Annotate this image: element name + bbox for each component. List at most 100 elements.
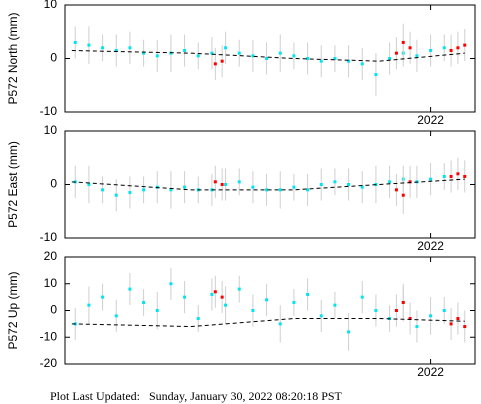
point bbox=[429, 314, 433, 318]
y-tick-label: -10 bbox=[40, 104, 58, 118]
point bbox=[456, 46, 460, 50]
footer: Plot Last Updated: Sunday, January 30, 2… bbox=[50, 389, 343, 403]
point bbox=[306, 292, 310, 296]
point bbox=[408, 180, 412, 184]
point bbox=[169, 188, 173, 192]
point bbox=[401, 40, 405, 44]
point bbox=[278, 322, 282, 326]
point bbox=[292, 54, 296, 58]
point bbox=[319, 183, 323, 186]
x-tick-label: 2022 bbox=[417, 365, 444, 379]
point bbox=[87, 303, 91, 307]
x-tick-label: 2022 bbox=[417, 113, 444, 127]
frame bbox=[64, 130, 476, 239]
point bbox=[183, 48, 187, 52]
plot-area bbox=[71, 267, 467, 351]
point bbox=[114, 193, 118, 197]
point bbox=[265, 298, 269, 302]
point bbox=[360, 185, 364, 189]
point bbox=[114, 48, 118, 52]
point bbox=[394, 188, 398, 192]
point bbox=[213, 62, 217, 66]
trend-line bbox=[71, 318, 465, 328]
point bbox=[374, 73, 378, 77]
point bbox=[210, 292, 214, 296]
point bbox=[429, 48, 433, 52]
frame bbox=[64, 256, 476, 365]
y-tick-label: 10 bbox=[44, 123, 58, 137]
point bbox=[142, 188, 146, 192]
point bbox=[220, 183, 224, 186]
y-tick-label: -10 bbox=[40, 230, 58, 244]
point bbox=[449, 48, 453, 52]
y-tick-label: 10 bbox=[44, 0, 58, 11]
y-tick-label: 0 bbox=[50, 51, 57, 65]
point bbox=[128, 191, 132, 195]
point bbox=[101, 295, 105, 299]
y-axis-label: P572 Up (mm) bbox=[6, 271, 20, 349]
y-tick-label: -10 bbox=[40, 329, 58, 343]
point bbox=[360, 295, 364, 299]
point bbox=[333, 180, 337, 184]
point bbox=[169, 282, 173, 286]
y-tick-label: 10 bbox=[44, 276, 58, 290]
point bbox=[292, 185, 296, 189]
point bbox=[128, 287, 132, 291]
y-tick-label: 0 bbox=[50, 303, 57, 317]
point bbox=[87, 183, 91, 186]
point bbox=[183, 295, 187, 299]
point bbox=[449, 322, 453, 326]
point bbox=[449, 174, 453, 178]
point bbox=[463, 43, 467, 47]
point bbox=[155, 54, 159, 58]
point bbox=[278, 188, 282, 192]
point bbox=[196, 317, 200, 321]
point bbox=[196, 54, 200, 58]
point bbox=[319, 59, 323, 63]
point bbox=[333, 303, 337, 307]
point bbox=[408, 46, 412, 50]
point bbox=[142, 300, 146, 304]
point bbox=[265, 188, 269, 192]
trend-line bbox=[71, 178, 465, 191]
point bbox=[415, 54, 419, 58]
point bbox=[210, 51, 214, 55]
plot-area bbox=[71, 157, 467, 214]
point bbox=[442, 46, 446, 50]
point bbox=[394, 51, 398, 55]
y-axis-label: P572 North (mm) bbox=[6, 12, 20, 104]
point bbox=[224, 46, 228, 50]
point bbox=[401, 300, 405, 304]
point bbox=[265, 57, 269, 60]
point bbox=[415, 325, 419, 329]
point bbox=[224, 303, 228, 307]
point bbox=[347, 330, 351, 334]
point bbox=[319, 314, 323, 318]
point bbox=[251, 54, 255, 58]
point bbox=[278, 51, 282, 55]
point bbox=[237, 180, 241, 184]
point bbox=[456, 172, 460, 176]
point bbox=[220, 295, 224, 299]
point bbox=[183, 185, 187, 189]
y-tick-label: 0 bbox=[50, 177, 57, 191]
point bbox=[442, 174, 446, 178]
point bbox=[408, 317, 412, 321]
point bbox=[73, 40, 77, 44]
point bbox=[114, 314, 118, 318]
point bbox=[128, 46, 132, 50]
trend-line bbox=[71, 49, 465, 62]
point bbox=[456, 317, 460, 321]
point bbox=[394, 309, 398, 312]
point bbox=[306, 188, 310, 192]
point bbox=[292, 300, 296, 304]
point bbox=[360, 62, 364, 66]
point bbox=[347, 59, 351, 63]
point bbox=[388, 57, 392, 60]
y-axis-label: P572 East (mm) bbox=[6, 141, 20, 228]
point bbox=[463, 174, 467, 178]
point bbox=[347, 183, 351, 186]
point bbox=[333, 57, 337, 60]
point bbox=[306, 57, 310, 60]
